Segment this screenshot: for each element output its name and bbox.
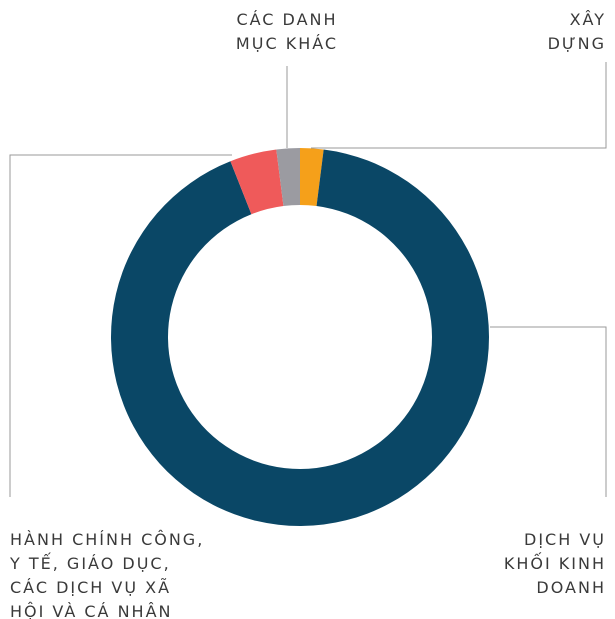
label-line: XÂY bbox=[570, 10, 606, 29]
label-line: Y TẾ, GIÁO DỤC, bbox=[9, 552, 171, 573]
donut-segment bbox=[276, 148, 300, 207]
donut-segment bbox=[110, 149, 489, 526]
label-line: DỰNG bbox=[548, 34, 606, 53]
category-label: CÁC DANH MỤC KHÁC bbox=[236, 10, 338, 53]
label-line: DỊCH VỤ bbox=[524, 530, 606, 549]
label-line: KHỐI KINH bbox=[504, 552, 606, 573]
label-line: HÀNH CHÍNH CÔNG, bbox=[10, 530, 204, 549]
label-line: MỤC KHÁC bbox=[236, 34, 338, 53]
donut-segment bbox=[230, 149, 284, 215]
category-label: XÂY DỰNG bbox=[548, 10, 606, 53]
label-line: CÁC DANH bbox=[236, 10, 337, 29]
leader-line bbox=[311, 62, 607, 149]
category-label: DỊCH VỤ KHỐI KINH DOANH bbox=[504, 530, 606, 597]
category-label: HÀNH CHÍNH CÔNG, Y TẾ, GIÁO DỤC, CÁC DỊCH … bbox=[9, 530, 204, 619]
leader-line bbox=[9, 154, 232, 497]
label-line: DOANH bbox=[536, 578, 606, 597]
donut-segment bbox=[300, 148, 324, 207]
label-line: HỘI VÀ CÁ NHÂN bbox=[10, 602, 173, 619]
leader-line bbox=[490, 326, 607, 497]
label-line: CÁC DỊCH VỤ XÃ bbox=[10, 578, 171, 597]
